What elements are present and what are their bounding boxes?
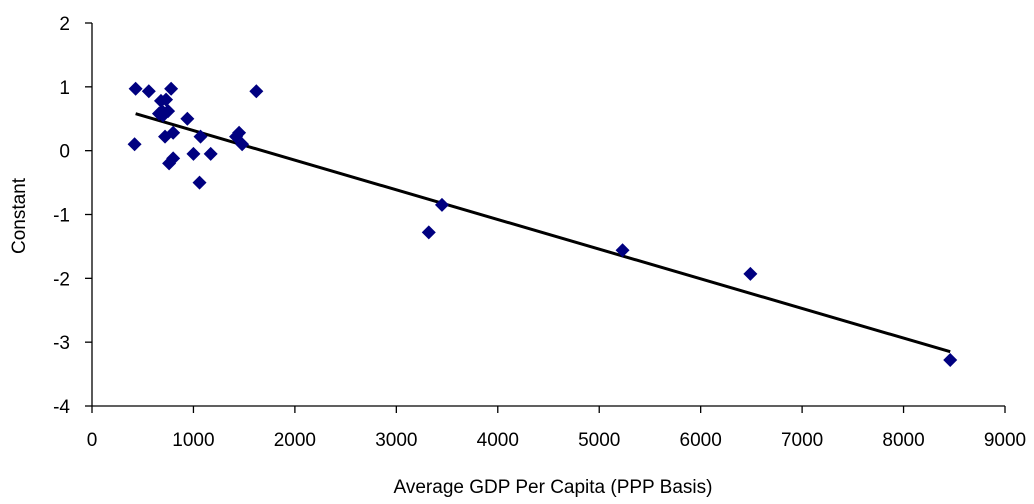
y-tick-label: 1 — [59, 78, 70, 99]
data-point — [180, 111, 195, 126]
y-axis-title: Constant — [9, 177, 30, 254]
y-tick-label: -3 — [53, 333, 70, 354]
data-point — [164, 81, 179, 96]
x-tick-label: 2000 — [274, 430, 316, 451]
x-axis-title: Average GDP Per Capita (PPP Basis) — [394, 477, 713, 498]
data-point — [615, 243, 630, 258]
x-tick-label: 9000 — [984, 430, 1026, 451]
x-axis-ticks: 0 1000 2000 3000 4000 5000 6000 7000 8000 9000 — [87, 406, 1026, 451]
data-points — [127, 81, 958, 368]
x-tick-label: 1000 — [172, 430, 214, 451]
data-point — [235, 137, 250, 152]
x-tick-label: 8000 — [882, 430, 924, 451]
y-tick-label: 2 — [59, 14, 70, 35]
data-point — [192, 175, 207, 190]
y-tick-label: 0 — [59, 142, 70, 163]
data-point — [128, 81, 143, 96]
x-tick-label: 6000 — [680, 430, 722, 451]
data-point — [166, 151, 181, 166]
y-tick-label: -4 — [53, 397, 70, 418]
data-point — [203, 146, 218, 161]
data-point — [158, 129, 173, 144]
y-tick-label: -1 — [53, 206, 70, 227]
data-point — [421, 225, 436, 240]
x-tick-label: 5000 — [578, 430, 620, 451]
x-tick-label: 7000 — [781, 430, 823, 451]
x-tick-label: 0 — [87, 430, 98, 451]
data-point — [193, 129, 208, 144]
x-tick-label: 3000 — [375, 430, 417, 451]
x-tick-label: 4000 — [477, 430, 519, 451]
y-axis-ticks: -4 -3 -2 -1 0 1 2 — [53, 14, 92, 418]
data-point — [249, 84, 264, 99]
data-point — [943, 353, 958, 368]
data-point — [434, 197, 449, 212]
data-point — [156, 108, 171, 123]
y-tick-label: -2 — [53, 269, 70, 290]
trendline — [135, 112, 951, 354]
data-point — [127, 137, 142, 152]
data-point — [186, 146, 201, 161]
data-point — [141, 84, 156, 99]
data-point — [232, 125, 247, 140]
data-point — [743, 266, 758, 281]
data-point — [159, 92, 174, 107]
